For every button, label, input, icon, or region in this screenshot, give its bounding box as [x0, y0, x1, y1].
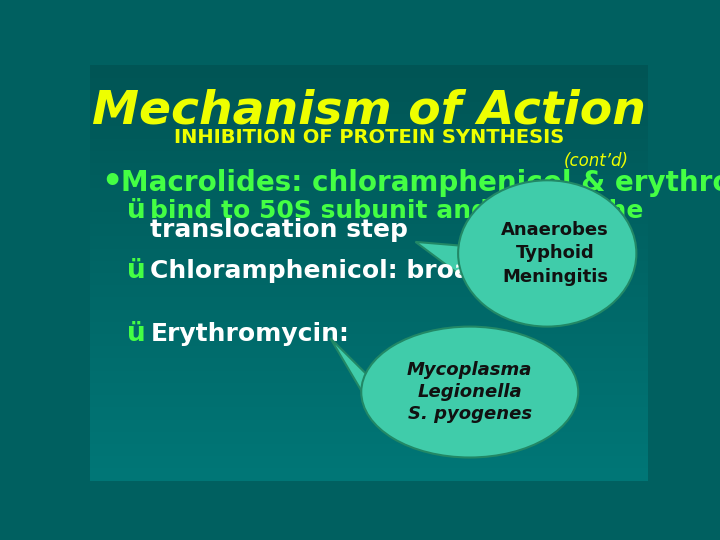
Polygon shape	[415, 242, 462, 276]
Text: Anaerobes: Anaerobes	[501, 221, 609, 239]
Ellipse shape	[458, 180, 636, 327]
Text: Erythromycin:: Erythromycin:	[150, 322, 349, 346]
Text: ü: ü	[127, 258, 146, 284]
Text: bind to 50S subunit and blocks the: bind to 50S subunit and blocks the	[150, 199, 644, 223]
Text: Mechanism of Action: Mechanism of Action	[92, 89, 646, 133]
Text: ü: ü	[127, 198, 146, 224]
Text: Typhoid: Typhoid	[516, 245, 595, 262]
Text: S. pyogenes: S. pyogenes	[408, 404, 532, 423]
Text: Macrolides: chloramphenicol & erythromycin: Macrolides: chloramphenicol & erythromyc…	[121, 168, 720, 197]
Text: Meningitis: Meningitis	[502, 267, 608, 286]
Text: ü: ü	[127, 321, 146, 347]
Text: Legionella: Legionella	[418, 383, 522, 401]
Polygon shape	[330, 338, 369, 403]
Text: Chloramphenicol: broad spectrum: Chloramphenicol: broad spectrum	[150, 259, 631, 283]
Text: •: •	[102, 166, 123, 199]
Text: INHIBITION OF PROTEIN SYNTHESIS: INHIBITION OF PROTEIN SYNTHESIS	[174, 129, 564, 147]
Text: translocation step: translocation step	[150, 218, 408, 242]
Text: (cont’d): (cont’d)	[564, 152, 629, 170]
Ellipse shape	[361, 327, 578, 457]
Text: Mycoplasma: Mycoplasma	[407, 361, 532, 380]
